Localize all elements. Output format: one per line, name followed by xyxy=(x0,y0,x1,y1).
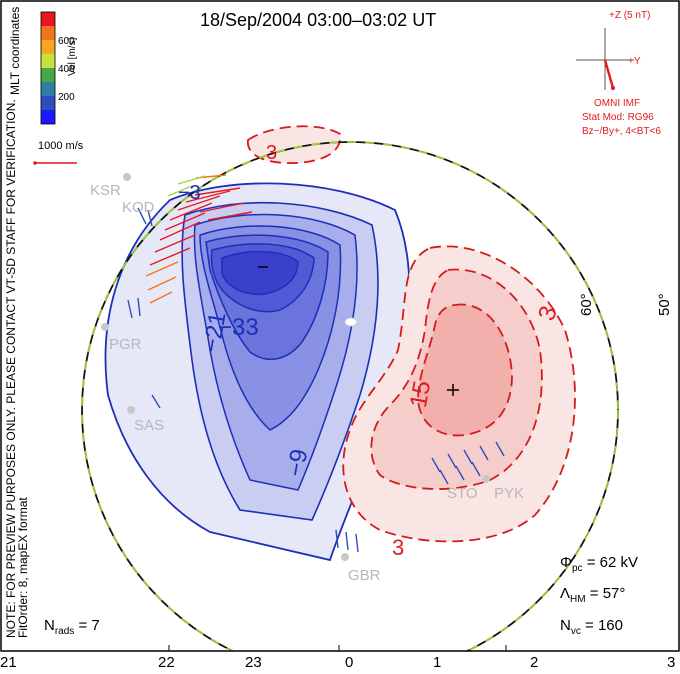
stat-nrads-symbol: N xyxy=(44,617,55,634)
latitude-label-60: 60° xyxy=(578,293,595,316)
scale-vector-label: 1000 m/s xyxy=(38,140,84,152)
coord-label: MLT coordinates xyxy=(8,6,22,95)
stat-phi-value: = 62 kV xyxy=(586,554,638,571)
imf-clock-dial xyxy=(576,28,634,90)
mlt-label-2: 2 xyxy=(530,654,539,671)
colorbar-label: Vel [m/s] xyxy=(67,37,78,76)
stat-nvc: Nvc = 160 xyxy=(560,617,623,637)
mlt-label-1: 1 xyxy=(433,654,442,671)
colorbar-tick-200: 200 xyxy=(58,92,75,103)
imf-y-label: +Y xyxy=(628,56,641,67)
colorbar-tick-400: 400 xyxy=(58,64,75,75)
contour-label-minus9: −9 xyxy=(282,447,314,479)
station-label-gbr: GBR xyxy=(348,567,381,584)
velocity-vectors xyxy=(127,174,505,553)
imf-z-label: +Z (5 nT) xyxy=(609,10,651,21)
contour-label-3-top: 3 xyxy=(266,142,278,164)
extrema-markers xyxy=(258,266,459,396)
latitude-label-50: 50° xyxy=(656,293,673,316)
stat-nvc-value: = 160 xyxy=(585,617,623,634)
mlt-label-22: 22 xyxy=(158,654,175,671)
mlt-label-21: 21 xyxy=(0,654,17,671)
contour-label-15: 15 xyxy=(405,378,437,410)
station-label-pyk: PYK xyxy=(494,485,525,502)
colorbar-tick-600: 600 xyxy=(58,36,75,47)
mlt-ticks xyxy=(0,645,680,651)
mlt-label-3: 3 xyxy=(667,654,676,671)
imf-source: OMNI IMF xyxy=(594,98,641,109)
stat-lambda-sub: HM xyxy=(570,594,586,605)
stat-lambda-value: = 57° xyxy=(589,585,626,602)
stat-lambda-hm: ΛHM = 57° xyxy=(560,585,625,605)
negative-cell xyxy=(104,182,411,562)
contour-label-minus3: −3 xyxy=(178,182,201,204)
imf-stat-mod: Stat Mod: RG96 xyxy=(582,112,654,123)
station-label-sto: STO xyxy=(447,485,478,502)
station-label-ksr: KSR xyxy=(90,182,121,199)
scale-vector xyxy=(33,161,77,165)
velocity-colorbar xyxy=(40,11,56,125)
plot-frame xyxy=(0,0,680,652)
page-title: 18/Sep/2004 03:00–03:02 UT xyxy=(200,10,437,30)
station-label-pgr: PGR xyxy=(109,336,142,353)
hm-boundary-dash xyxy=(81,141,619,651)
stat-phi-pc: Φpc = 62 kV xyxy=(560,554,638,574)
imf-condition: Bz−/By+, 4<BT<6 xyxy=(582,126,661,137)
mlt-label-0: 0 xyxy=(345,654,354,671)
stat-lambda-symbol: Λ xyxy=(560,585,571,602)
station-markers xyxy=(101,173,490,561)
station-label-sas: SAS xyxy=(134,417,165,434)
station-label-kod: KOD xyxy=(122,199,155,216)
stat-phi-sub: pc xyxy=(571,563,583,574)
stat-phi-symbol: Φ xyxy=(560,554,572,571)
stat-nvc-sub: vc xyxy=(570,626,581,637)
stat-nvc-symbol: N xyxy=(560,617,571,634)
stat-nrads-value: = 7 xyxy=(78,617,100,634)
fitorder-note: FitOrder: 8, mapEX format xyxy=(16,497,30,638)
stat-nrads: Nrads = 7 xyxy=(44,617,100,637)
mlt-label-23: 23 xyxy=(245,654,262,671)
contour-label-minus33: −33 xyxy=(218,314,259,341)
stat-nrads-sub: rads xyxy=(54,626,75,637)
contour-label-3-bottom: 3 xyxy=(392,535,405,560)
